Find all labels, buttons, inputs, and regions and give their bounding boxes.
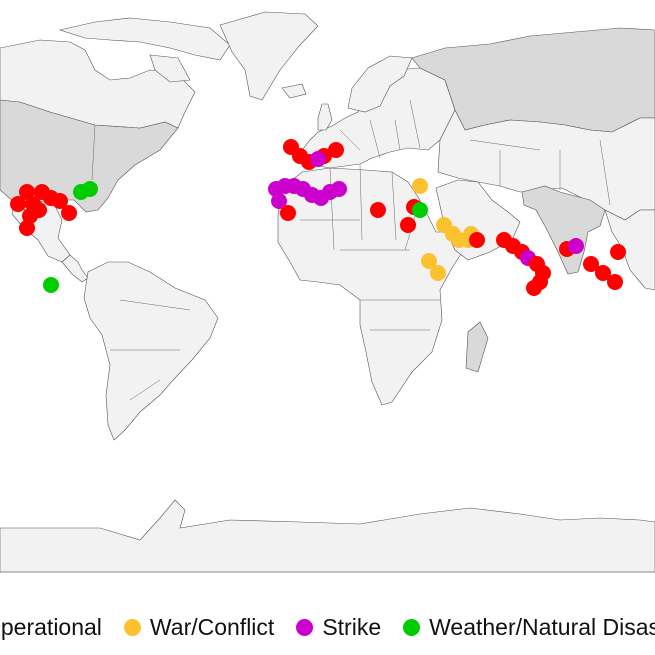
event-point-operational: [595, 265, 611, 281]
south-america: [83, 261, 219, 441]
great-britain: [317, 103, 333, 131]
event-point-operational: [19, 184, 35, 200]
event-point-strike: [331, 181, 347, 197]
country-borders: [91, 99, 611, 401]
event-point-weather-natural-disaster: [412, 202, 428, 218]
event-point-operational: [400, 217, 416, 233]
legend-swatch: [403, 619, 421, 636]
event-point-weather-natural-disaster: [43, 277, 59, 293]
event-point-operational: [469, 232, 485, 248]
india: [521, 185, 606, 275]
baffin-island: [149, 54, 191, 83]
legend-label: Weather/Natural Disaster: [429, 614, 655, 640]
event-point-strike: [310, 151, 326, 167]
scandinavia: [347, 55, 413, 113]
central-america: [61, 254, 89, 283]
event-point-operational: [610, 244, 626, 260]
canada: [0, 39, 196, 129]
legend-swatch: [296, 619, 314, 636]
legend-label: War/Conflict: [149, 614, 275, 640]
land-masses: [0, 11, 655, 573]
legend-label: Strike: [322, 614, 382, 640]
event-point-operational: [61, 205, 77, 221]
event-point-war-conflict: [421, 253, 437, 269]
event-point-war-conflict: [412, 178, 428, 194]
event-point-operational: [19, 220, 35, 236]
event-point-operational: [280, 205, 296, 221]
legend-item-operational: Operational: [0, 614, 102, 641]
greenland: [219, 11, 319, 101]
iceland: [281, 83, 307, 99]
event-point-operational: [583, 256, 599, 272]
world-map: [0, 11, 655, 573]
event-point-weather-natural-disaster: [82, 181, 98, 197]
event-point-operational: [370, 202, 386, 218]
legend-row: Operational War/Conflict Strike Weather/…: [0, 614, 655, 641]
legend-item-strike: Strike: [296, 614, 381, 641]
legend-label: Operational: [0, 614, 102, 640]
legend-item-war-conflict: War/Conflict: [123, 614, 275, 641]
legend-swatch: [123, 619, 141, 636]
legend-item-weather-natural-disaster: Weather/Natural Disaster: [403, 614, 655, 641]
southeast-asia: [604, 209, 655, 291]
madagascar: [465, 321, 489, 373]
event-point-operational: [607, 274, 623, 290]
event-point-operational: [10, 196, 26, 212]
event-point-operational: [52, 193, 68, 209]
legend: Operational War/Conflict Strike Weather/…: [0, 614, 655, 654]
event-point-strike: [271, 193, 287, 209]
africa: [277, 167, 471, 406]
event-point-strike: [568, 238, 584, 254]
canadian-arctic-islands: [58, 17, 231, 61]
event-point-operational: [526, 280, 542, 296]
event-point-operational: [328, 142, 344, 158]
event-point-operational: [22, 208, 38, 224]
event-points: [10, 139, 626, 296]
antarctica: [0, 499, 655, 573]
event-point-war-conflict: [430, 265, 446, 281]
